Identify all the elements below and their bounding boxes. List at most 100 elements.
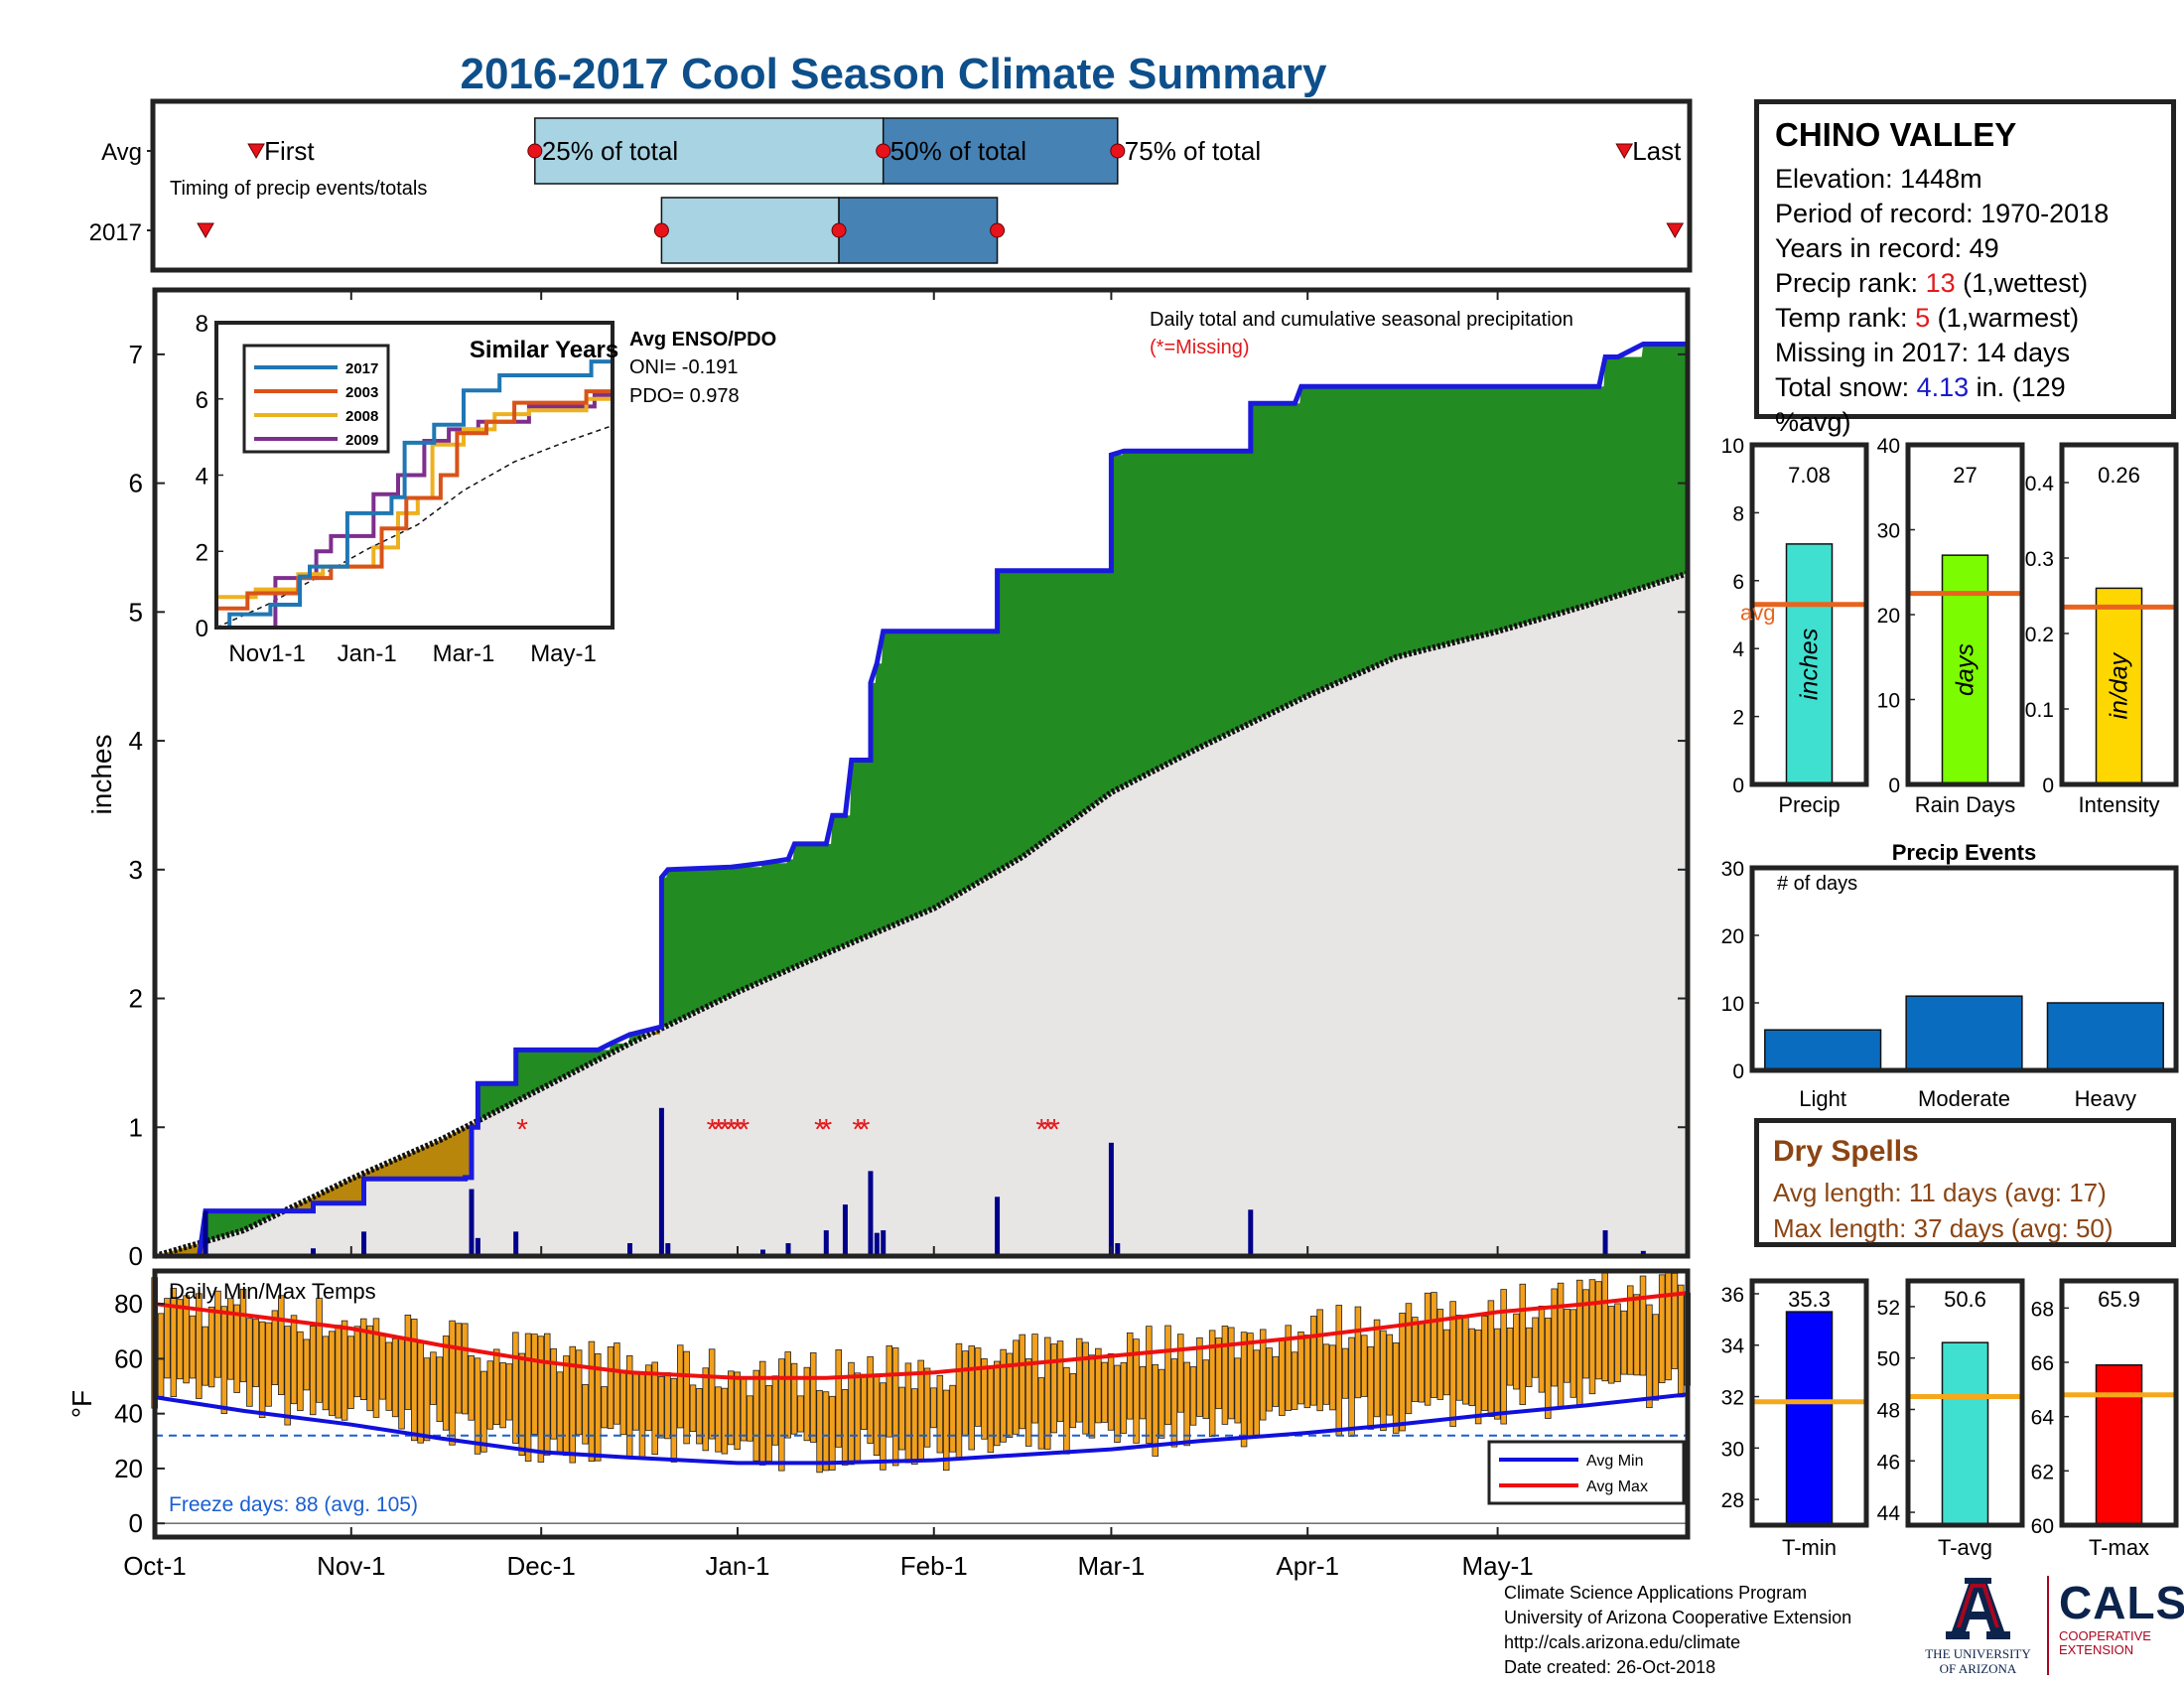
daily-temp-bar	[670, 1377, 678, 1463]
daily-temp-bar	[1652, 1314, 1660, 1401]
y-tick-label: 2	[129, 984, 143, 1014]
daily-temp-bar	[196, 1293, 203, 1399]
daily-temp-bar	[721, 1387, 729, 1455]
daily-temp-bar	[1412, 1317, 1419, 1402]
daily-temp-bar	[740, 1378, 748, 1442]
totals-tick-label: 0.1	[2025, 699, 2054, 722]
precip-note: Daily total and cumulative seasonal prec…	[1150, 309, 1573, 331]
temp-rank-label: Temp rank:	[1775, 303, 1916, 333]
missing-note: (*=Missing)	[1150, 337, 1250, 358]
daily-precip-bar	[842, 1204, 848, 1256]
daily-temp-bar	[1095, 1347, 1102, 1424]
daily-temp-bar	[1639, 1275, 1647, 1376]
daily-temp-bar	[974, 1347, 982, 1427]
label-25: 25% of total	[542, 136, 678, 166]
missing-day-marker: *	[814, 1113, 826, 1146]
daily-temp-bar	[170, 1288, 178, 1397]
temp-summary-tick-label: 30	[1721, 1438, 1744, 1461]
temp-y-tick-label: 0	[129, 1508, 143, 1538]
avg-min-line	[154, 1392, 1689, 1466]
daily-temp-bar	[1595, 1281, 1602, 1380]
daily-temp-bar	[816, 1389, 823, 1474]
daily-temp-bar	[411, 1319, 418, 1442]
daily-temp-bar	[1101, 1361, 1108, 1423]
daily-temp-bar	[1221, 1326, 1229, 1425]
total-value-label: 7.08	[1788, 463, 1831, 488]
ua-caption-line-2: OF ARIZONA	[1939, 1661, 2017, 1676]
temp-summary-tick-label: 48	[1877, 1399, 1900, 1422]
totals-tick-label: 20	[1877, 605, 1900, 628]
daily-temp-bar	[1646, 1304, 1653, 1409]
footer-link[interactable]: http://cals.arizona.edu/climate	[1504, 1632, 1741, 1652]
daily-temp-bar	[1431, 1292, 1437, 1398]
daily-temp-bar	[404, 1314, 412, 1410]
daily-temp-bar	[1564, 1309, 1570, 1383]
daily-precip-bar	[1115, 1243, 1121, 1256]
similar-years-legend	[242, 344, 390, 454]
missing-day-marker: *	[707, 1113, 719, 1146]
missing-days: Missing in 2017: 14 days	[1775, 338, 2071, 367]
daily-temp-bar	[734, 1371, 741, 1451]
y-tick-label: 7	[129, 340, 143, 369]
totals-tick-label: 2	[1732, 707, 1744, 730]
daily-temp-bar	[1297, 1331, 1304, 1405]
precip-rank-value: 13	[1925, 268, 1956, 298]
oni-value: ONI= -0.191	[629, 356, 739, 378]
daily-temp-bar	[556, 1371, 564, 1454]
pdo-value: PDO= 0.978	[629, 385, 740, 407]
daily-temp-bar	[309, 1325, 317, 1416]
daily-temp-bar	[1418, 1322, 1425, 1403]
temp-y-tick-label: 20	[114, 1454, 143, 1483]
daily-temp-bar	[588, 1340, 596, 1463]
precip-plot-frame	[152, 287, 1691, 1259]
daily-temp-bar	[861, 1373, 868, 1430]
y-tick-label: 3	[129, 855, 143, 885]
daily-temp-bar	[164, 1298, 171, 1379]
x-tick-label: Dec-1	[507, 1551, 576, 1581]
daily-precip-bar	[785, 1243, 791, 1256]
daily-temp-bar	[265, 1322, 272, 1407]
daily-temp-bar	[226, 1298, 234, 1380]
daily-temp-bar	[499, 1362, 506, 1429]
daily-temp-bar	[543, 1333, 551, 1456]
totals-tick-label: 10	[1877, 690, 1900, 713]
temp-summary-tick-label: 50	[1877, 1348, 1900, 1371]
daily-temp-bar	[708, 1348, 716, 1440]
daily-temp-bar	[1006, 1352, 1014, 1438]
daily-temp-bar	[1386, 1334, 1394, 1416]
daily-temp-bar	[322, 1336, 330, 1411]
cals-sub-1: COOPERATIVE	[2059, 1628, 2151, 1643]
precip-event-bar-moderate	[1905, 995, 2023, 1071]
daily-temp-bar	[1348, 1336, 1355, 1437]
precip-event-label: Heavy	[2075, 1086, 2136, 1111]
daily-temp-bar	[1202, 1359, 1210, 1420]
daily-temp-bar	[1538, 1305, 1546, 1393]
daily-temp-bar	[449, 1320, 456, 1446]
missing-day-marker: *	[713, 1113, 725, 1146]
totals-tick-label: 8	[1732, 502, 1744, 525]
daily-temp-bar	[220, 1306, 228, 1414]
total-x-label: Intensity	[2079, 792, 2160, 817]
daily-temp-bar	[1481, 1315, 1488, 1411]
missing-day-marker: *	[1048, 1113, 1060, 1146]
daily-temp-bar	[1582, 1289, 1589, 1379]
daily-temp-bar	[1449, 1301, 1456, 1428]
first-last-marker	[247, 143, 265, 160]
snow-note: in. (129	[1969, 372, 2066, 402]
totals-tick-label: 40	[1877, 435, 1900, 458]
box-50-75	[838, 197, 999, 264]
daily-temp-bar	[923, 1367, 931, 1448]
daily-temp-bar	[278, 1295, 285, 1395]
daily-temp-bar	[1329, 1344, 1336, 1411]
daily-temp-bar	[531, 1334, 538, 1435]
daily-temp-bar	[1063, 1366, 1070, 1455]
temp-summary-x-label: T-avg	[1938, 1535, 1992, 1560]
daily-temp-bar	[1069, 1372, 1077, 1429]
daily-temp-bar	[1240, 1332, 1248, 1448]
daily-temp-bar	[1228, 1327, 1235, 1420]
inset-y-tick-label: 4	[196, 464, 208, 491]
daily-temp-bar	[480, 1370, 487, 1453]
daily-temp-bar	[987, 1365, 995, 1454]
missing-day-marker: *	[516, 1113, 528, 1146]
daily-temp-bar	[676, 1344, 684, 1429]
